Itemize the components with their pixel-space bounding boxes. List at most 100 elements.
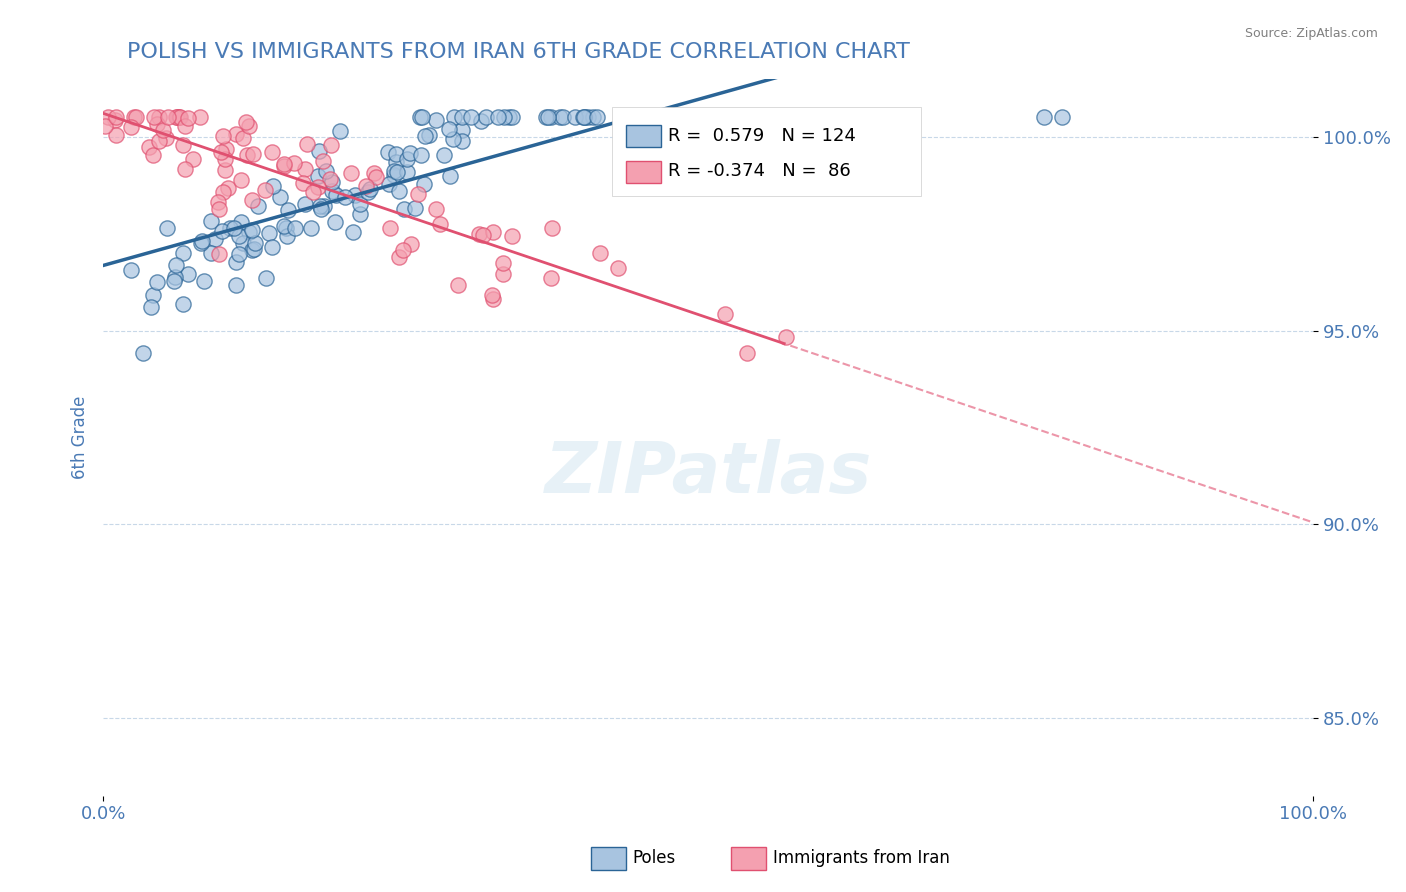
Point: [260, 145, 283, 159]
Point: [276, 229, 298, 244]
Point: [392, 244, 415, 258]
Text: POLISH VS IMMIGRANTS FROM IRAN 6TH GRADE CORRELATION CHART: POLISH VS IMMIGRANTS FROM IRAN 6TH GRADE…: [128, 42, 910, 62]
Point: [238, 226, 260, 240]
Point: [606, 260, 628, 275]
Point: [167, 111, 190, 125]
Point: [207, 194, 229, 209]
Point: [142, 288, 165, 302]
Point: [356, 185, 378, 199]
Point: [215, 142, 238, 156]
Point: [319, 138, 342, 153]
Point: [335, 189, 357, 203]
Point: [214, 153, 236, 167]
Point: [208, 202, 231, 216]
Point: [228, 229, 250, 244]
Point: [1032, 111, 1054, 125]
Point: [308, 199, 330, 213]
Point: [277, 202, 299, 217]
Point: [104, 113, 127, 128]
Point: [93, 120, 115, 134]
Point: [165, 111, 187, 125]
Point: [589, 246, 612, 260]
Point: [243, 242, 266, 256]
Point: [574, 111, 596, 125]
Point: [451, 123, 474, 137]
Point: [553, 111, 575, 125]
Point: [254, 271, 277, 285]
Point: [657, 111, 679, 125]
Point: [441, 131, 464, 145]
Point: [163, 274, 186, 288]
Point: [382, 163, 405, 178]
Point: [501, 111, 523, 125]
Point: [211, 223, 233, 237]
Point: [146, 275, 169, 289]
Point: [540, 221, 562, 235]
Point: [120, 120, 142, 134]
Point: [450, 134, 472, 148]
Point: [262, 178, 284, 193]
Point: [342, 226, 364, 240]
Point: [394, 202, 416, 216]
Point: [501, 228, 523, 243]
Point: [311, 202, 333, 217]
Point: [482, 292, 505, 306]
Point: [247, 199, 270, 213]
Point: [238, 119, 260, 133]
Point: [450, 111, 472, 125]
Point: [460, 111, 482, 125]
Point: [481, 288, 503, 302]
Point: [540, 111, 562, 125]
Point: [321, 175, 343, 189]
Point: [418, 128, 440, 143]
Point: [585, 111, 607, 125]
Point: [492, 256, 515, 270]
Point: [321, 185, 343, 199]
Point: [325, 188, 347, 202]
Point: [404, 201, 426, 215]
Point: [125, 111, 148, 125]
Point: [284, 221, 307, 235]
Point: [534, 111, 557, 125]
Point: [104, 128, 127, 142]
Point: [183, 152, 205, 166]
Point: [612, 111, 634, 125]
Point: [294, 197, 316, 211]
Point: [208, 247, 231, 261]
Point: [572, 111, 595, 125]
Point: [155, 131, 177, 145]
Text: R = -0.374   N =  86: R = -0.374 N = 86: [668, 162, 851, 180]
Point: [329, 124, 352, 138]
Point: [219, 220, 242, 235]
Text: Source: ZipAtlas.com: Source: ZipAtlas.com: [1244, 27, 1378, 40]
Point: [273, 157, 295, 171]
Point: [388, 184, 411, 198]
Point: [312, 198, 335, 212]
Point: [471, 228, 494, 243]
Point: [714, 307, 737, 321]
Point: [269, 190, 291, 204]
Point: [297, 137, 319, 152]
Point: [315, 163, 337, 178]
Point: [1050, 111, 1073, 125]
Point: [283, 156, 305, 170]
Point: [245, 236, 267, 251]
Point: [749, 111, 772, 125]
Point: [486, 111, 509, 125]
Point: [176, 267, 198, 281]
Point: [225, 255, 247, 269]
Point: [105, 111, 128, 125]
Point: [623, 111, 645, 125]
Point: [190, 235, 212, 250]
Point: [240, 223, 263, 237]
Point: [122, 111, 145, 125]
Point: [132, 346, 155, 360]
Point: [228, 246, 250, 260]
Point: [439, 169, 461, 183]
Point: [385, 165, 408, 179]
Point: [413, 177, 436, 191]
Point: [308, 144, 330, 158]
Point: [236, 148, 259, 162]
Point: [97, 111, 120, 125]
Point: [212, 185, 235, 199]
